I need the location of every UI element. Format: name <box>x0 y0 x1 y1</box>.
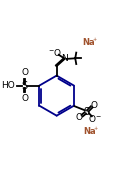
Text: O: O <box>91 101 98 110</box>
Text: $^{+}$: $^{+}$ <box>93 127 99 133</box>
Text: $^{-}$O: $^{-}$O <box>48 47 62 58</box>
Text: HO: HO <box>1 81 15 90</box>
Text: O: O <box>21 94 28 103</box>
Text: O$^{-}$: O$^{-}$ <box>88 113 101 124</box>
Text: Na: Na <box>83 127 96 136</box>
Text: O: O <box>76 113 83 122</box>
Text: Na: Na <box>82 38 95 47</box>
Text: O: O <box>21 68 28 77</box>
Text: $^{+}$: $^{+}$ <box>92 38 97 44</box>
Text: N: N <box>61 54 68 63</box>
Text: S: S <box>21 81 27 91</box>
Text: S: S <box>84 107 90 117</box>
